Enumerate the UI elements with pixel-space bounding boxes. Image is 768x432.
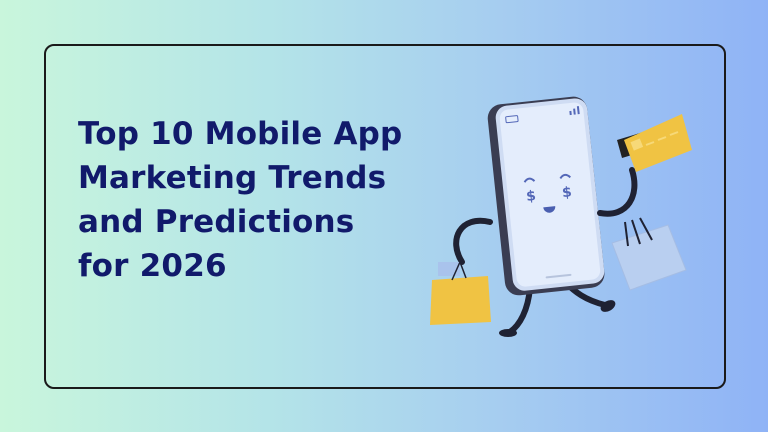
svg-text:$: $ xyxy=(525,188,536,205)
left-arm xyxy=(453,217,493,265)
content-frame xyxy=(44,44,726,389)
svg-text:$: $ xyxy=(561,184,572,201)
blue-shopping-bag-icon xyxy=(611,217,687,291)
page-title: Top 10 Mobile App Marketing Trends and P… xyxy=(78,112,402,288)
title-line-3: and Predictions xyxy=(78,204,355,240)
title-line-1: Top 10 Mobile App xyxy=(78,116,403,152)
credit-card-icon xyxy=(617,114,692,172)
title-line-4: for 2026 xyxy=(78,248,227,284)
right-arm xyxy=(597,167,638,217)
phone-character: $ $ xyxy=(487,96,605,296)
title-line-2: Marketing Trends xyxy=(78,160,387,196)
yellow-shopping-bag-icon xyxy=(430,260,491,325)
